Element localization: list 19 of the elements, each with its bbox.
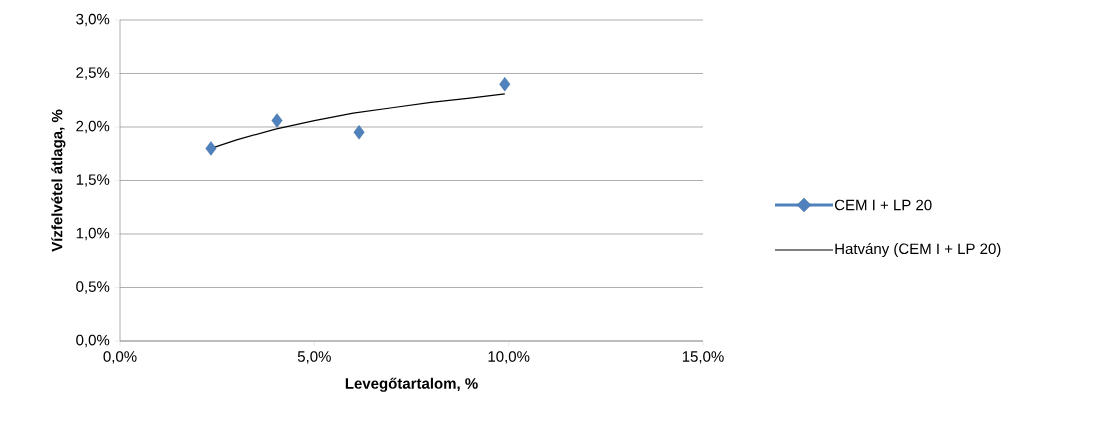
y-tick-label: 1,0%	[76, 227, 110, 241]
point	[271, 113, 283, 128]
legend-label: CEM I + LP 20	[834, 199, 932, 211]
y-tick-label: 1,5%	[76, 174, 110, 187]
x-tick-label: 5,0%	[297, 351, 331, 364]
x-tick-label: 0,0%	[103, 351, 137, 364]
x-tick-label: 10,0%	[488, 351, 530, 364]
y-tick-label: 3,0%	[76, 13, 110, 27]
y-axis-title: Vízfelvétel átlaga, %	[51, 109, 66, 252]
x-axis-title: Levegőtartalom, %	[345, 377, 478, 392]
y-tick-label: 2,5%	[76, 67, 110, 80]
point	[205, 141, 217, 156]
y-tick-label: 2,0%	[76, 120, 110, 134]
point	[499, 76, 511, 92]
legend-label: Hatvány (CEM I + LP 20)	[835, 242, 1001, 258]
x-tick-label: 15,0%	[682, 351, 724, 364]
y-tick-label: 0,0%	[76, 334, 110, 348]
point	[353, 125, 365, 140]
y-tick-label: 0,5%	[76, 281, 110, 294]
